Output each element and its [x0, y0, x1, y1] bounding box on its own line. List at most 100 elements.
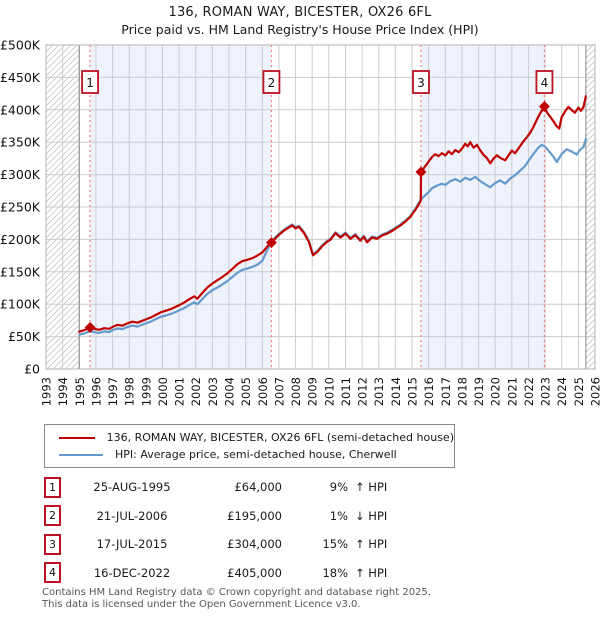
sale-hpi-pct: 1% [329, 508, 348, 523]
x-tick-label: 2005 [239, 377, 253, 406]
x-tick-label: 2001 [173, 377, 187, 406]
x-tick-label: 2003 [206, 377, 220, 406]
sale-date: 21-JUL-2006 [96, 508, 168, 523]
price-paid-line [78, 95, 588, 333]
sale-hpi-comparison: 1% ↓ HPI [282, 509, 442, 523]
sale-price: £64,000 [234, 480, 282, 495]
x-tick-label: 2020 [489, 377, 503, 406]
y-tick-label: £350K [0, 135, 41, 150]
sale-price: £304,000 [227, 537, 282, 552]
sale-date: 16-DEC-2022 [93, 565, 171, 580]
x-tick-label: 2002 [189, 377, 203, 406]
sale-date: 17-JUL-2015 [96, 537, 168, 552]
plot-border [45, 44, 596, 370]
chart-legend: 136, ROMAN WAY, BICESTER, OX26 6FL (semi… [44, 424, 455, 468]
x-tick-label: 2023 [539, 377, 553, 406]
x-tick-label: 2008 [289, 377, 303, 406]
price-paid-line-sample [59, 436, 95, 439]
sale-hpi-pct: 18% [322, 565, 348, 580]
x-tick-label: 2010 [322, 377, 336, 406]
y-tick-label: £500K [0, 38, 41, 53]
x-tick-label: 2021 [505, 377, 519, 406]
sale-marker [538, 101, 550, 113]
sale-number-label: 3 [417, 76, 425, 90]
x-tick-label: 2017 [439, 377, 453, 406]
sale-hpi-pct: 15% [322, 537, 348, 552]
x-tick-label: 1999 [139, 377, 153, 406]
sale-number-badge: 3 [44, 533, 61, 555]
y-tick-label: £100K [0, 297, 41, 312]
sale-row: 1 25-AUG-1995 £64,000 9% ↑ HPI [44, 473, 464, 502]
sale-hpi-direction: ↑ HPI [355, 480, 388, 495]
sale-number-box [81, 70, 99, 94]
x-tick-label: 2011 [339, 377, 353, 406]
x-tick-label: 2019 [472, 377, 486, 406]
x-tick-label: 1998 [123, 377, 137, 406]
page-subtitle: Price paid vs. HM Land Registry's House … [121, 22, 479, 37]
price-history-chart: 1 2 3 4 £0 £50K £100K £150K £200K £250K £300K £350K… [0, 38, 600, 406]
x-tick-label: 2015 [406, 377, 420, 406]
sale-hpi-direction: ↑ HPI [355, 565, 388, 580]
x-tick-label: 2012 [356, 377, 370, 406]
y-tick-label: £300K [0, 167, 41, 182]
y-tick-label: £200K [0, 232, 41, 247]
transactions-table: 1 25-AUG-1995 £64,000 9% ↑ HPI 2 21-JUL-2… [44, 473, 464, 587]
sale-date: 25-AUG-1995 [93, 480, 171, 495]
sale-row: 4 16-DEC-2022 £405,000 18% ↑ HPI [44, 559, 464, 588]
x-tick-label: 2000 [156, 377, 170, 406]
x-tick-label: 2022 [522, 377, 536, 406]
x-tick-label: 1995 [73, 377, 87, 406]
sale-row: 3 17-JUL-2015 £304,000 15% ↑ HPI [44, 530, 464, 559]
license-line-2: This data is licensed under the Open Gov… [42, 598, 361, 610]
sale-marker [265, 237, 277, 249]
legend-item-hpi: HPI: Average price, semi-detached house,… [45, 446, 454, 463]
sale-marker [84, 322, 96, 334]
sale-hpi-direction: ↑ HPI [355, 537, 388, 552]
x-tick-label: 1996 [89, 377, 103, 406]
sale-number-label: 4 [541, 76, 549, 90]
x-tick-label: 2009 [306, 377, 320, 406]
sale-hpi-comparison: 15% ↑ HPI [282, 537, 442, 551]
sale-price: £195,000 [227, 508, 282, 523]
x-tick-label: 1994 [56, 377, 70, 406]
x-tick-label: 2006 [256, 377, 270, 406]
sale-hpi-comparison: 18% ↑ HPI [282, 566, 442, 580]
y-tick-label: £50K [8, 329, 41, 344]
x-tick-label: 2016 [422, 377, 436, 406]
legend-label-hpi: HPI: Average price, semi-detached house,… [115, 448, 397, 461]
sale-number-badge: 2 [44, 505, 61, 527]
x-tick-label: 2026 [589, 377, 600, 406]
sale-hpi-pct: 9% [329, 480, 348, 495]
x-tick-label: 2013 [372, 377, 386, 406]
x-tick-label: 2014 [389, 377, 403, 406]
x-tick-label: 2004 [223, 377, 237, 406]
sale-number-label: 2 [268, 76, 276, 90]
x-tick-label: 1993 [40, 377, 54, 406]
x-tick-label: 2024 [555, 377, 569, 406]
sale-number-label: 1 [86, 76, 94, 90]
y-tick-label: £450K [0, 70, 41, 85]
y-tick-label: £400K [0, 102, 41, 117]
x-tick-label: 2018 [455, 377, 469, 406]
y-tick-label: £250K [0, 200, 41, 215]
page-title: 136, ROMAN WAY, BICESTER, OX26 6FL [168, 5, 432, 20]
license-note: Contains HM Land Registry data © Crown c… [42, 587, 431, 610]
sale-number-box [535, 70, 554, 94]
y-tick-label: £150K [0, 264, 41, 279]
license-line-1: Contains HM Land Registry data © Crown c… [42, 587, 431, 598]
sale-row: 2 21-JUL-2006 £195,000 1% ↓ HPI [44, 502, 464, 531]
hpi-line-sample [59, 453, 103, 456]
x-tick-label: 1997 [106, 377, 120, 406]
sale-marker [415, 166, 427, 178]
x-tick-label: 2007 [272, 377, 286, 406]
legend-label-price-paid: 136, ROMAN WAY, BICESTER, OX26 6FL (semi… [106, 431, 454, 444]
sale-number-box [262, 70, 281, 94]
sale-number-badge: 4 [44, 562, 61, 584]
x-tick-label: 2025 [572, 377, 586, 406]
sale-number-badge: 1 [44, 476, 61, 498]
sale-price: £405,000 [227, 565, 282, 580]
y-tick-label: £0 [24, 362, 40, 377]
legend-item-price-paid: 136, ROMAN WAY, BICESTER, OX26 6FL (semi… [45, 429, 454, 446]
sale-number-box [412, 70, 430, 94]
